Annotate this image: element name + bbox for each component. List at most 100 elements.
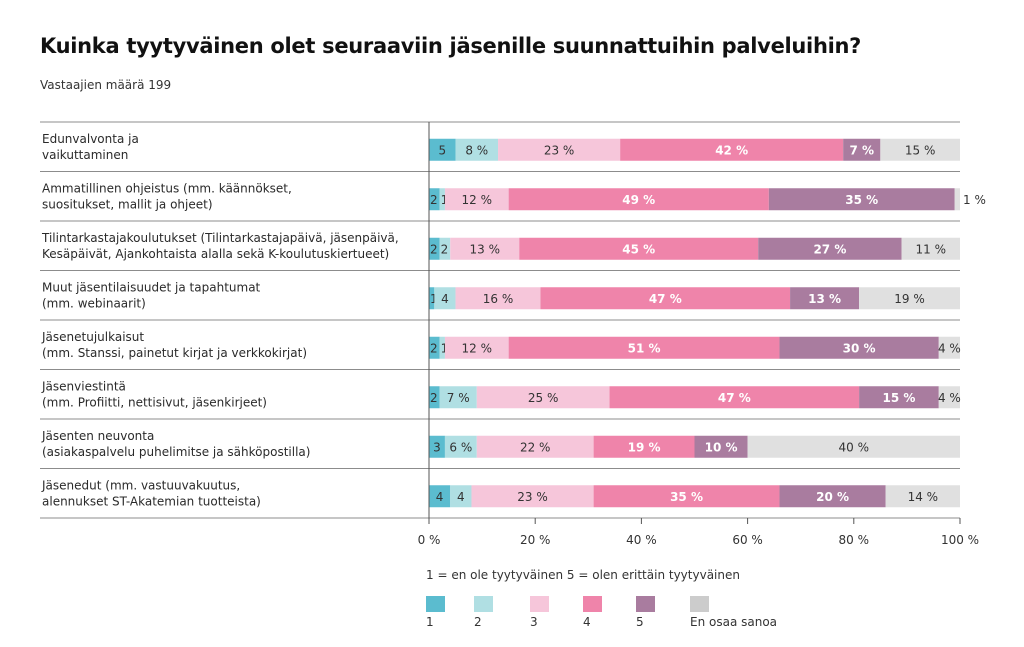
legend-swatch (426, 596, 445, 612)
legend-swatch (530, 596, 549, 612)
chart-rows: Edunvalvonta ja vaikuttaminen Ammatillinen… (40, 121, 960, 519)
category-label-line: suositukset, mallit ja ohjeet) (42, 197, 213, 211)
bar-segment (429, 287, 435, 310)
data-label: 25 % (528, 391, 559, 405)
x-tick-label: 60 % (732, 533, 763, 547)
legend-label: 3 (530, 615, 538, 629)
data-label: 13 % (808, 292, 841, 306)
category-label-line: (mm. Stanssi, painetut kirjat ja verkkok… (42, 346, 307, 360)
data-label: 2 (441, 242, 449, 256)
data-label: 2 (430, 341, 438, 355)
bar-segment (901, 237, 960, 260)
bar-segment (471, 485, 594, 508)
data-label: 1 % (963, 193, 986, 207)
bar-segment (593, 435, 695, 458)
data-label: 4 (441, 292, 449, 306)
data-label: 5 (438, 143, 446, 157)
legend-item: 2 (474, 596, 493, 629)
bar-segment (508, 188, 769, 211)
data-label: 1 (441, 341, 449, 355)
bar-segment (429, 138, 456, 161)
bar-segment (885, 485, 960, 508)
bar-segment (519, 237, 759, 260)
bar-segment (790, 287, 860, 310)
bar-segment (439, 386, 477, 409)
data-label: 2 (430, 193, 438, 207)
data-label: 19 % (628, 440, 661, 454)
legend: 1 2 3 4 5 En osaa sanoa (426, 596, 777, 629)
legend-swatch (474, 596, 493, 612)
data-label: 3 (433, 440, 441, 454)
data-label: 22 % (520, 440, 551, 454)
legend-swatch (690, 596, 709, 612)
x-tick-label: 80 % (839, 533, 870, 547)
category-label: Edunvalvonta ja vaikuttaminen (42, 132, 139, 162)
bar-segment (476, 386, 610, 409)
bar-segment (938, 386, 960, 409)
bar-row: 2 1 12 % 49 % 35 % 1 % (429, 188, 986, 211)
category-label: Muut jäsentilaisuudet ja tapahtumat (mm. … (42, 280, 261, 310)
x-tick-label: 40 % (626, 533, 657, 547)
bar-segment (476, 435, 594, 458)
data-label: 23 % (517, 490, 548, 504)
data-label: 19 % (894, 292, 925, 306)
bar-row: 2 1 12 % 51 % 30 % 4 % (429, 336, 961, 359)
bar-segment (439, 237, 451, 260)
bar-segment (439, 188, 445, 211)
category-label-line: Kesäpäivät, Ajankohtaista alalla sekä K-… (42, 247, 389, 261)
x-axis: 0 % 20 % 40 % 60 % 80 % 100 % (418, 122, 979, 547)
data-label: 30 % (843, 341, 876, 355)
bar-segment (450, 485, 472, 508)
data-label: 15 % (882, 391, 915, 405)
legend-item: 1 (426, 596, 445, 629)
data-label: 16 % (483, 292, 514, 306)
category-label-line: Jäsenedut (mm. vastuuvakuutus, (41, 478, 240, 492)
data-label: 1 (430, 292, 438, 306)
category-label: Ammatillinen ohjeistus (mm. käännökset, s… (42, 181, 292, 211)
category-label: Jäsenetujulkaisut (mm. Stanssi, painetut … (41, 330, 307, 360)
bar-row: 3 6 % 22 % 19 % 10 % 40 % (429, 435, 960, 458)
data-label: 4 (457, 490, 465, 504)
legend-item: 4 (583, 596, 602, 629)
data-label: 23 % (544, 143, 575, 157)
data-label: 40 % (839, 440, 870, 454)
bar-segment (444, 188, 509, 211)
bar-segment (439, 336, 445, 359)
bar-row: 2 2 13 % 45 % 27 % 11 % (429, 237, 960, 260)
legend-swatch (636, 596, 655, 612)
category-label: Tilintarkastajakoulutukset (Tilintarkast… (41, 231, 399, 261)
data-label: 47 % (718, 391, 751, 405)
bar-segment (455, 138, 499, 161)
legend-swatch (583, 596, 602, 612)
bar-segment (434, 287, 456, 310)
bar-row: 5 8 % 23 % 42 % 7 % 15 % (429, 138, 960, 161)
data-label: 6 % (449, 440, 472, 454)
data-label: 47 % (649, 292, 682, 306)
data-label: 1 (441, 193, 449, 207)
category-label-line: Muut jäsentilaisuudet ja tapahtumat (42, 280, 261, 294)
data-label: 7 % (849, 143, 874, 157)
bar-segment (429, 237, 440, 260)
category-label: Jäsenedut (mm. vastuuvakuutus, alennukset… (41, 478, 261, 508)
legend-label: En osaa sanoa (690, 615, 777, 629)
bar-segment (429, 435, 445, 458)
bar-segment (609, 386, 860, 409)
bar-segment (938, 336, 960, 359)
data-label: 13 % (470, 242, 501, 256)
data-label: 10 % (705, 440, 738, 454)
category-label-line: (mm. webinaarit) (42, 296, 146, 310)
data-label: 35 % (670, 490, 703, 504)
bar-row: 2 7 % 25 % 47 % 15 % 4 % (429, 386, 961, 409)
bar-segment (429, 188, 440, 211)
category-label-line: alennukset ST-Akatemian tuotteista) (42, 494, 261, 508)
data-label: 2 (430, 242, 438, 256)
bar-segment (508, 336, 780, 359)
data-label: 45 % (622, 242, 655, 256)
data-label: 2 (430, 391, 438, 405)
x-tick-label: 100 % (941, 533, 979, 547)
data-label: 15 % (905, 143, 936, 157)
data-label: 12 % (462, 193, 493, 207)
x-tick-label: 20 % (520, 533, 551, 547)
bar-row: 1 4 16 % 47 % 13 % 19 % (429, 287, 960, 310)
legend-item: En osaa sanoa (690, 596, 777, 629)
